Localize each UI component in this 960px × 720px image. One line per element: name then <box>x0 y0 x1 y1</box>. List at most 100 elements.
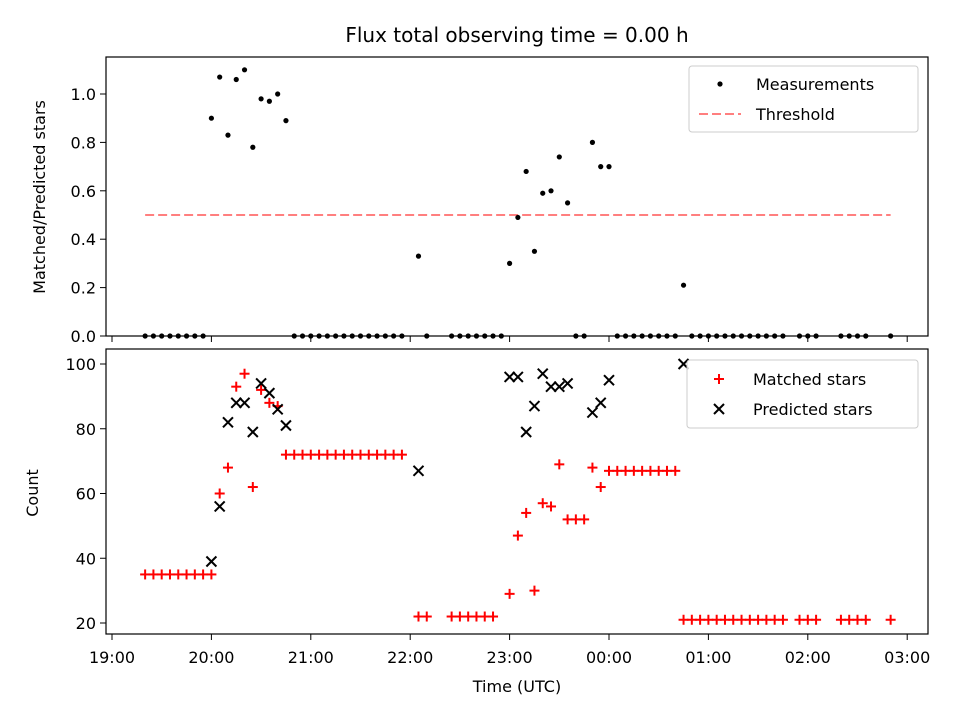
matched-star-point <box>222 462 233 473</box>
matched-star-point <box>537 498 548 509</box>
top-legend: Measurements Threshold <box>688 65 919 133</box>
x-tick-label: 22:00 <box>387 648 433 667</box>
bottom-y-axis-label: Count <box>23 469 42 517</box>
y-tick-label: 80 <box>76 420 96 439</box>
legend-matched-marker <box>714 374 724 384</box>
matched-star-point <box>529 585 540 596</box>
measurement-point <box>531 248 538 254</box>
predicted-star-point <box>528 400 541 412</box>
predicted-star-point <box>263 387 276 399</box>
measurement-point <box>589 139 596 145</box>
matched-star-point <box>396 449 407 460</box>
x-tick-label: 03:00 <box>884 648 930 667</box>
matched-star-point <box>521 507 532 518</box>
measurement-point <box>515 214 521 221</box>
matched-star-point <box>811 614 822 625</box>
y-tick-label: 100 <box>65 355 96 374</box>
y-tick-label: 0.4 <box>71 230 96 249</box>
predicted-star-point <box>586 406 599 419</box>
matched-star-point <box>488 611 499 622</box>
matched-star-point <box>231 381 242 392</box>
measurement-point <box>556 154 562 160</box>
x-tick-label: 21:00 <box>288 648 334 667</box>
predicted-star-point <box>512 371 524 383</box>
measurement-point <box>606 164 612 170</box>
bottom-panel: 20 40 60 80 100 19:00 20:00 21:00 22:00 23:00 00:… <box>23 348 930 696</box>
measurements-series <box>142 67 894 339</box>
predicted-star-point <box>561 377 574 390</box>
y-tick-label: 60 <box>76 485 96 504</box>
x-tick-label: 23:00 <box>487 648 533 667</box>
top-panel: 0.0 0.2 0.4 0.6 0.8 1.0 Matched/Predicted sta… <box>30 56 929 346</box>
measurement-point <box>266 98 272 104</box>
top-y-axis: 0.0 0.2 0.4 0.6 0.8 1.0 <box>71 85 106 346</box>
legend-matched-label: Matched stars <box>753 370 866 389</box>
top-x-ticks <box>111 336 908 342</box>
measurement-point <box>233 76 239 83</box>
y-tick-label: 0.2 <box>71 279 96 298</box>
predicted-star-point <box>503 371 516 383</box>
measurement-point <box>523 168 529 175</box>
predicted-star-point <box>205 555 218 568</box>
measurement-point <box>564 200 571 206</box>
matched-star-point <box>546 501 557 512</box>
x-tick-label: 20:00 <box>188 648 234 667</box>
predicted-star-point <box>255 377 267 390</box>
bottom-x-axis: 19:00 20:00 21:00 22:00 23:00 00:00 01:00 02:00… <box>89 634 930 667</box>
bottom-plot-frame <box>105 348 929 635</box>
predicted-star-point <box>412 465 425 477</box>
matched-star-point <box>421 611 432 622</box>
measurement-point <box>258 96 264 102</box>
y-tick-label: 0.0 <box>71 327 96 346</box>
x-tick-label: 02:00 <box>785 648 831 667</box>
y-tick-label: 40 <box>76 549 96 568</box>
legend-predicted-label: Predicted stars <box>753 400 873 419</box>
measurement-point <box>507 260 513 266</box>
predicted-star-point <box>247 426 259 438</box>
x-tick-label: 19:00 <box>89 648 135 667</box>
predicted-star-point <box>222 416 234 428</box>
measurement-point <box>540 190 546 196</box>
matched-star-point <box>670 465 681 476</box>
matched-star-point <box>554 459 565 470</box>
measurement-point <box>241 67 248 73</box>
legend-measurements-label: Measurements <box>756 75 874 94</box>
matched-star-point <box>214 488 225 499</box>
measurement-point <box>208 115 214 121</box>
top-legend-box <box>688 65 919 133</box>
predicted-star-point <box>213 500 226 513</box>
matched-star-point <box>239 368 250 379</box>
y-tick-label: 0.6 <box>71 182 96 201</box>
matched-star-point <box>512 530 523 541</box>
y-tick-label: 20 <box>76 614 96 633</box>
matched-star-point <box>595 482 606 493</box>
top-y-axis-label: Matched/Predicted stars <box>30 100 49 294</box>
bottom-y-axis: 20 40 60 80 100 <box>65 355 106 633</box>
measurement-point <box>275 91 281 97</box>
matched-star-point <box>206 569 217 580</box>
measurement-point <box>548 188 554 194</box>
matched-star-point <box>587 462 598 473</box>
legend-threshold-label: Threshold <box>755 105 835 124</box>
matched-star-point <box>885 614 896 625</box>
measurement-point <box>680 282 687 288</box>
predicted-star-point <box>271 403 284 416</box>
measurement-point <box>225 132 231 138</box>
top-plot-frame <box>105 56 929 337</box>
matched-star-point <box>264 397 275 408</box>
matched-star-point <box>777 614 788 625</box>
predicted-star-point <box>280 419 292 432</box>
y-tick-label: 1.0 <box>71 85 96 104</box>
predicted-star-point <box>537 368 549 380</box>
count-series <box>140 358 896 625</box>
predicted-star-point <box>230 397 242 409</box>
measurement-point <box>250 144 256 150</box>
predicted-star-point <box>553 380 566 393</box>
matched-star-point <box>579 514 590 525</box>
matched-star-point <box>860 614 871 625</box>
predicted-star-point <box>520 426 532 438</box>
legend-predicted-marker <box>713 403 725 415</box>
measurement-point <box>283 118 289 124</box>
bottom-legend-box <box>686 359 919 429</box>
chart-title: Flux total observing time = 0.00 h <box>345 23 688 47</box>
